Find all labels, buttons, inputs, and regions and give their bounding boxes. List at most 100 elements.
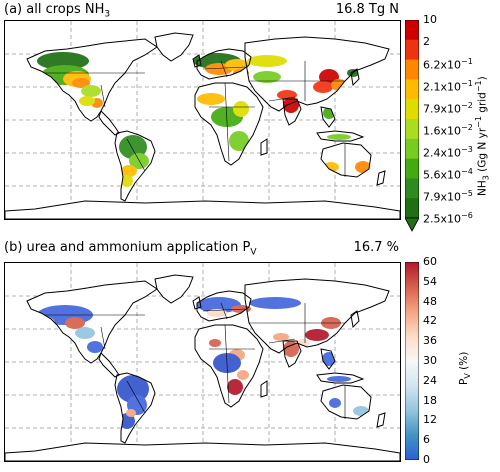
map-a-india-coast bbox=[282, 98, 302, 126]
map-b-indonesia-coast bbox=[316, 372, 365, 384]
cbar-a-tick-label: 7.9x10−2 bbox=[423, 101, 473, 116]
panel-a-colorbar bbox=[404, 19, 420, 232]
map-a-data-patch bbox=[283, 97, 299, 113]
map-a-indonesia-coast bbox=[316, 130, 365, 142]
map-b-europe-coast bbox=[196, 290, 252, 322]
map-a-data-patch bbox=[79, 96, 95, 106]
map-b-greenland-fill bbox=[155, 275, 193, 303]
map-b-data-patch bbox=[75, 327, 95, 339]
map-a-data-layer bbox=[37, 52, 371, 187]
map-a-madagascar-coast bbox=[260, 138, 268, 156]
map-a-data-patch bbox=[197, 93, 225, 105]
map-b-data-patch bbox=[39, 317, 55, 329]
cbar-a-tick-label: 7.9x10−5 bbox=[423, 189, 473, 204]
map-a-antarctica-coast bbox=[5, 200, 400, 219]
map-b-country-border bbox=[268, 338, 296, 344]
cbar-a-segment bbox=[405, 178, 419, 199]
map-a-borders bbox=[45, 60, 346, 177]
cbar-a-segment bbox=[405, 20, 419, 41]
cbar-a-segment bbox=[405, 119, 419, 140]
panel-b-colorbar-label: PV (%) bbox=[458, 352, 472, 385]
cbar-b-tick-label: 60 bbox=[423, 255, 437, 268]
cbar-b-tick-label: 24 bbox=[423, 373, 437, 387]
map-b-country-border bbox=[220, 302, 228, 320]
map-a-data-patch bbox=[313, 81, 333, 93]
map-b-antarctica-coast bbox=[5, 442, 400, 461]
map-a-country-border bbox=[220, 60, 228, 78]
map-a-data-patch bbox=[327, 134, 351, 140]
map-a-data-patch bbox=[121, 165, 137, 177]
map-b-country-border bbox=[100, 326, 106, 350]
map-b-data-patch bbox=[87, 341, 103, 353]
cbar-a-segment bbox=[405, 198, 419, 219]
map-a-data-patch bbox=[72, 78, 90, 88]
map-a-data-patch bbox=[119, 135, 147, 159]
map-b-central-america-fill bbox=[99, 353, 119, 377]
cbar-a-extend-arrow bbox=[404, 217, 420, 232]
panel-a-colorbar-svg bbox=[404, 19, 420, 232]
cbar-a-tick-label: 10 bbox=[423, 13, 437, 26]
map-b-asia-coast bbox=[244, 278, 390, 354]
cbar-b-tick-label: 18 bbox=[423, 393, 437, 407]
map-a-south-america-coast bbox=[114, 130, 156, 202]
map-a-country-border bbox=[224, 82, 230, 162]
panel-b-total: 16.7 % bbox=[353, 240, 399, 255]
cbar-a-label-part2: (Gg N yr bbox=[476, 127, 489, 176]
cbar-b-label-sub: V bbox=[463, 373, 473, 379]
map-b-data-patch bbox=[237, 370, 249, 380]
map-a-central-america-coast bbox=[98, 110, 120, 136]
map-b-north-america-fill bbox=[27, 281, 157, 363]
map-b-data-patch bbox=[65, 317, 85, 329]
panel-a-title-text: (a) all crops NH bbox=[4, 2, 105, 17]
cbar-a-segment bbox=[405, 39, 419, 61]
map-a-australia-coast bbox=[320, 142, 372, 178]
map-a-country-border bbox=[126, 138, 146, 172]
map-b-antarctica-fill bbox=[5, 443, 400, 461]
cbar-b-tick-label: 54 bbox=[423, 274, 437, 288]
cbar-a-tick-label: 5.6x10−4 bbox=[423, 167, 473, 182]
cbar-a-tick-label: 2.4x10−3 bbox=[423, 145, 473, 160]
panel-a-title-sub: 3 bbox=[104, 9, 111, 20]
map-b-data-patch bbox=[329, 398, 341, 408]
panel-b-title-text: (b) urea and ammonium application P bbox=[4, 240, 251, 255]
panel-a-map bbox=[4, 20, 401, 220]
cbar-b-tick-label: 42 bbox=[423, 314, 437, 328]
map-b-data-patch bbox=[305, 329, 329, 341]
map-a-antarctica-fill bbox=[5, 201, 400, 219]
map-b-australia-coast bbox=[320, 384, 372, 420]
map-a-coastlines bbox=[5, 32, 400, 219]
panel-b-colorbar bbox=[404, 261, 420, 461]
map-b-borders bbox=[45, 302, 346, 419]
cbar-b-tick-label: 12 bbox=[423, 413, 437, 427]
cbar-a-label-part4: ) bbox=[476, 76, 489, 81]
map-a-data-patch bbox=[129, 153, 149, 169]
panel-b-title-sub: V bbox=[250, 247, 257, 258]
cbar-a-label-part: NH bbox=[476, 180, 489, 196]
map-a-japan-coast bbox=[350, 68, 360, 87]
map-b-data-patch bbox=[353, 406, 369, 416]
map-a-data-patch bbox=[355, 161, 371, 173]
cbar-a-label-sub: 3 bbox=[481, 175, 491, 181]
cbar-b-tick-label: 0 bbox=[423, 453, 430, 466]
map-a-europe-coast bbox=[196, 48, 252, 80]
map-a-data-patch bbox=[121, 175, 133, 187]
map-b-india-coast bbox=[282, 340, 302, 368]
panel-b-map bbox=[4, 262, 401, 462]
map-a-greenland-fill bbox=[155, 33, 193, 61]
cbar-b-label-part2: (%) bbox=[458, 351, 470, 374]
map-b-greenland-coast bbox=[154, 274, 194, 304]
map-a-country-border bbox=[202, 66, 246, 70]
cbar-a-segment bbox=[405, 59, 419, 80]
map-a-data-patch bbox=[247, 55, 287, 67]
map-a-data-patch bbox=[233, 101, 249, 117]
map-a-africa-coast bbox=[194, 82, 264, 166]
map-b-madagascar-coast bbox=[260, 380, 268, 398]
map-a-central-america-fill bbox=[99, 111, 119, 135]
panel-b-colorbar-svg bbox=[404, 261, 420, 461]
map-b-madagascar-fill bbox=[261, 381, 267, 397]
cbar-b-gradient bbox=[404, 261, 420, 461]
map-b-data-patch bbox=[197, 297, 241, 313]
map-b-uk-coast bbox=[192, 296, 202, 310]
map-a-madagascar-fill bbox=[261, 139, 267, 155]
map-a-data-patch bbox=[229, 131, 249, 151]
